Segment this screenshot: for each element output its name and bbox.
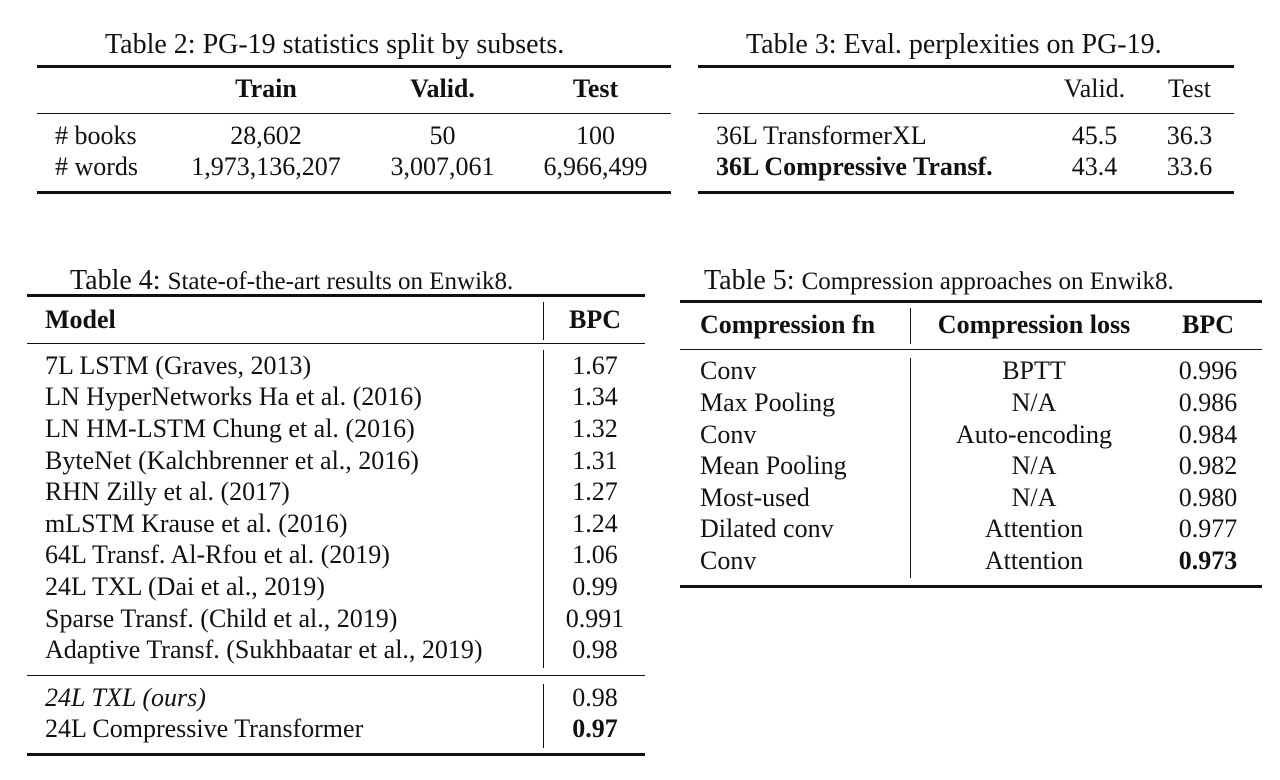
table-row: LN HM-LSTM Chung et al. (2016) <box>45 414 415 443</box>
table-row-loss: BPTT <box>1002 356 1066 385</box>
table-3-caption: Table 3: Eval. perplexities on PG-19. <box>746 29 1162 61</box>
table-2-caption: Table 2: PG-19 statistics split by subse… <box>105 29 564 61</box>
table-row-bpc: 1.32 <box>572 414 618 443</box>
table-5-header-loss: Compression loss <box>937 310 1131 339</box>
table-2-row-words-label: # words <box>55 152 139 181</box>
table-5-top-rule <box>680 300 1262 303</box>
table-row: Conv <box>700 420 757 449</box>
table-4-header-vrule <box>543 302 544 340</box>
table-4-caption: Table 4: State-of-the-art results on Enw… <box>70 265 513 298</box>
table-row: Conv <box>700 546 757 575</box>
table-4-body-vrule <box>543 350 544 668</box>
table-3-row-compressive-label: 36L Compressive Transf. <box>716 152 993 181</box>
table-2-row-books-label: # books <box>55 121 137 150</box>
table-row-loss: N/A <box>1011 483 1057 512</box>
table-4-row-txl-ours: 24L TXL (ours) <box>45 683 206 712</box>
table-2-mid-rule <box>37 113 671 114</box>
table-row-loss: Attention <box>984 546 1084 575</box>
table-row: 24L TXL (Dai et al., 2019) <box>45 572 325 601</box>
table-row-bpc: 1.24 <box>572 509 618 538</box>
table-3-caption-label: Table 3: <box>746 29 837 60</box>
table-row-bpc: 0.986 <box>1178 388 1238 417</box>
table-4-header-model: Model <box>45 305 116 334</box>
table-row: RHN Zilly et al. (2017) <box>45 477 290 506</box>
table-row-bpc: 0.996 <box>1178 356 1238 385</box>
table-row: 7L LSTM (Graves, 2013) <box>45 351 312 380</box>
table-2-top-rule <box>37 65 671 68</box>
table-row-bpc: 0.991 <box>565 604 625 633</box>
table-row: Mean Pooling <box>700 451 847 480</box>
table-row: 64L Transf. Al-Rfou et al. (2019) <box>45 540 390 569</box>
table-row-bpc: 1.06 <box>572 540 618 569</box>
table-row-bpc: 1.67 <box>572 351 618 380</box>
table-4-bottom-rule <box>27 753 645 756</box>
table-row: Max Pooling <box>700 388 836 417</box>
table-4-header-bpc: BPC <box>569 305 621 334</box>
table-row-bpc: 0.982 <box>1178 451 1238 480</box>
table-row-bpc: 1.27 <box>572 477 618 506</box>
table-2-row-books-train: 28,602 <box>230 121 302 150</box>
table-4-top-rule <box>27 294 645 297</box>
table-2-header-valid: Valid. <box>410 74 475 103</box>
table-2-row-books-test: 100 <box>576 121 615 150</box>
table-2-header-test: Test <box>572 74 619 103</box>
table-4-caption-text: State-of-the-art results on Enwik8. <box>167 268 514 295</box>
table-3-top-rule <box>698 65 1234 68</box>
table-row-loss: Auto-encoding <box>956 420 1112 449</box>
table-3-row-compressive-valid: 43.4 <box>1071 152 1118 181</box>
table-row-loss: N/A <box>1011 451 1057 480</box>
table-2-bottom-rule <box>37 191 671 194</box>
table-row: mLSTM Krause et al. (2016) <box>45 509 348 538</box>
table-row-bpc: 0.984 <box>1178 420 1238 449</box>
table-row-loss: Attention <box>984 514 1084 543</box>
table-3-header-valid: Valid. <box>1063 74 1126 103</box>
table-3-caption-text: Eval. perplexities on PG-19. <box>843 29 1162 60</box>
table-4-ours-vrule <box>543 684 544 748</box>
table-row: LN HyperNetworks Ha et al. (2016) <box>45 382 422 411</box>
table-4-row-compressive-bpc: 0.97 <box>572 714 618 743</box>
table-row: Adaptive Transf. (Sukhbaatar et al., 201… <box>45 635 483 664</box>
table-4-ours-rule <box>27 675 645 676</box>
table-row-bpc-best: 0.973 <box>1178 546 1238 575</box>
table-row: Conv <box>700 356 757 385</box>
table-3-row-txl-test: 36.3 <box>1166 121 1213 150</box>
table-5-header-fn: Compression fn <box>700 310 876 339</box>
table-row: ByteNet (Kalchbrenner et al., 2016) <box>45 446 419 475</box>
table-5-body-vrule <box>910 358 911 578</box>
table-5-header-bpc: BPC <box>1182 310 1234 339</box>
table-4-header-rule <box>27 343 645 344</box>
table-2-caption-label: Table 2: <box>105 29 196 60</box>
table-row: Sparse Transf. (Child et al., 2019) <box>45 604 398 633</box>
table-5-caption: Table 5: Compression approaches on Enwik… <box>704 265 1174 298</box>
table-row-bpc: 1.31 <box>572 446 618 475</box>
table-row-bpc: 0.98 <box>572 635 618 664</box>
table-row-bpc: 0.99 <box>572 572 618 601</box>
table-2-row-books-valid: 50 <box>429 121 456 150</box>
table-2-row-words-train: 1,973,136,207 <box>191 152 341 181</box>
table-5-header-rule <box>680 349 1262 350</box>
table-4-row-compressive: 24L Compressive Transformer <box>45 714 364 743</box>
table-2-caption-text: PG-19 statistics split by subsets. <box>202 29 565 60</box>
table-row-bpc: 0.980 <box>1178 483 1238 512</box>
table-3-header-test: Test <box>1168 74 1211 103</box>
table-3-row-txl-label: 36L TransformerXL <box>716 121 927 150</box>
table-row: Most-used <box>700 483 810 512</box>
table-2-row-words-test: 6,966,499 <box>543 152 648 181</box>
table-2-row-words-valid: 3,007,061 <box>390 152 495 181</box>
table-5-caption-label: Table 5: <box>704 265 795 296</box>
table-5-bottom-rule <box>680 585 1262 588</box>
table-3-mid-rule <box>698 113 1234 114</box>
table-3-row-txl-valid: 45.5 <box>1071 121 1118 150</box>
table-3-bottom-rule <box>698 191 1234 194</box>
table-2-header-train: Train <box>235 74 297 103</box>
table-3-row-compressive-test: 33.6 <box>1166 152 1213 181</box>
table-row-bpc: 0.977 <box>1178 514 1238 543</box>
table-4-caption-label: Table 4: <box>70 265 161 296</box>
table-5-caption-text: Compression approaches on Enwik8. <box>801 268 1174 295</box>
table-row-loss: N/A <box>1011 388 1057 417</box>
table-row-bpc: 1.34 <box>572 382 618 411</box>
table-4-row-txl-ours-bpc: 0.98 <box>572 683 618 712</box>
table-row: Dilated conv <box>700 514 834 543</box>
table-5-header-vrule <box>910 308 911 344</box>
